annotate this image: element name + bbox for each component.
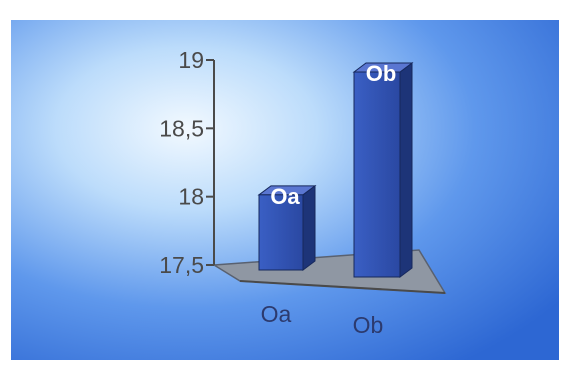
x-category-label-oa: Oa	[261, 301, 292, 327]
data-label-oa: Oa	[270, 184, 300, 209]
y-tick-label: 19	[178, 47, 204, 73]
labels: Oa Oa Ob Ob	[261, 61, 397, 338]
y-tick-label: 18,5	[159, 115, 204, 141]
chart-panel: 17,5 18 18,5 19 Oa Oa Ob Ob	[11, 20, 559, 360]
bar-ob	[353, 71, 401, 278]
bar-chart: 17,5 18 18,5 19 Oa Oa Ob Ob	[11, 20, 559, 360]
y-axis-ticks: 17,5 18 18,5 19	[159, 47, 214, 278]
bars	[257, 62, 414, 278]
data-label-ob: Ob	[366, 61, 397, 86]
bar-side-ob	[399, 62, 413, 278]
x-category-label-ob: Ob	[353, 312, 384, 338]
bar-side-oa	[302, 184, 316, 271]
y-tick-label: 18	[178, 184, 204, 210]
y-tick-label: 17,5	[159, 252, 204, 278]
x-axis-line	[239, 280, 446, 294]
bar-oa	[258, 194, 304, 271]
